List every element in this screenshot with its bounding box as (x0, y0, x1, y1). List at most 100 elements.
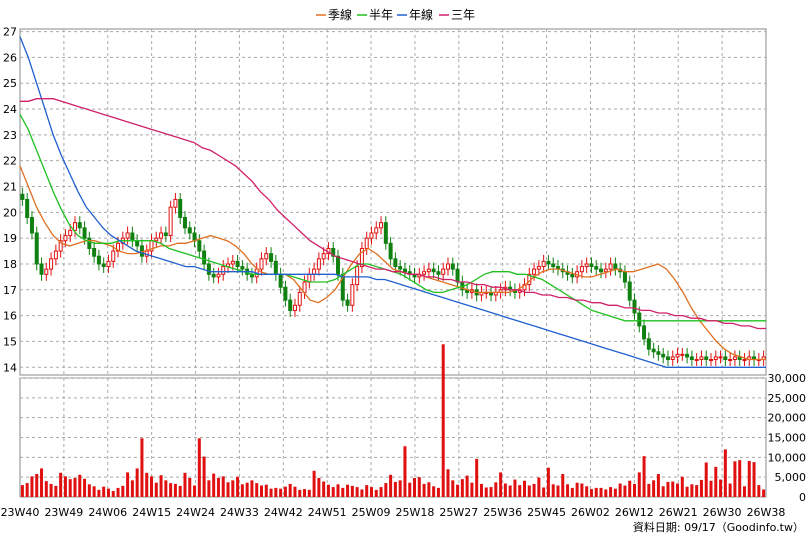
legend-label-4: 三年 (451, 8, 475, 22)
volume-bar (666, 481, 670, 497)
candle-body (235, 260, 240, 268)
candle-body (216, 273, 221, 278)
volume-tick-label: 15,000 (768, 432, 807, 445)
candle-body (316, 258, 321, 270)
volume-bar (102, 486, 106, 497)
candle-body (336, 255, 341, 275)
candle-body (431, 268, 436, 273)
candle-body (106, 260, 111, 268)
x-tick-label: 26W21 (659, 506, 698, 519)
volume-tick-label: 0 (799, 491, 806, 504)
candle-body (163, 232, 168, 237)
volume-bar (757, 485, 761, 497)
candle-body (665, 356, 670, 361)
candle-body (72, 222, 77, 231)
volume-bar (523, 480, 527, 497)
candle-body (670, 356, 675, 361)
candle-body (723, 356, 728, 361)
candle-body (269, 253, 274, 262)
volume-bar (35, 473, 39, 497)
candle-body (398, 266, 403, 270)
candle-body (101, 263, 106, 268)
candle-body (388, 242, 393, 260)
price-tick-label: 26 (3, 51, 17, 64)
volume-bar (384, 483, 388, 497)
volume-bar (446, 469, 450, 497)
volume-bar (413, 477, 417, 497)
volume-bar (212, 473, 216, 497)
candle-body (355, 266, 360, 286)
x-tick-label: 24W15 (132, 506, 171, 519)
candle-body (694, 359, 699, 362)
candle-body (345, 299, 350, 306)
volume-bar (738, 460, 742, 497)
volume-bar (92, 486, 96, 497)
volume-bar (762, 489, 766, 497)
volume-bar (360, 489, 364, 497)
volume-bar (589, 489, 593, 497)
volume-bar (389, 474, 393, 497)
volume-tick-label: 10,000 (768, 451, 807, 464)
volume-bar (25, 483, 29, 497)
volume-bar (164, 480, 168, 497)
candle-body (182, 216, 187, 229)
candle-body (111, 250, 116, 262)
volume-bar (680, 476, 684, 497)
volume-bar (54, 485, 58, 497)
candle-body (77, 222, 82, 229)
volume-bar (207, 480, 211, 497)
candle-body (680, 353, 685, 356)
candle-body (82, 227, 87, 239)
candle-body (159, 232, 164, 239)
volume-bar (752, 462, 756, 497)
candle-body (422, 271, 427, 275)
price-tick-label: 18 (3, 258, 17, 271)
candle-body (742, 359, 747, 362)
x-tick-label: 26W30 (703, 506, 742, 519)
volume-bar (676, 483, 680, 497)
volume-bar (159, 475, 163, 497)
volume-bar (566, 484, 570, 497)
candle-body (455, 268, 460, 283)
candle-body (661, 353, 666, 358)
candle-body (230, 260, 235, 265)
candle-body (173, 198, 178, 208)
candle-body (264, 253, 269, 260)
candle-body (321, 253, 326, 260)
candle-body (450, 263, 455, 270)
candle-body (651, 348, 656, 353)
candle-body (613, 263, 618, 270)
candle-body (732, 356, 737, 361)
candle-body (331, 247, 336, 257)
volume-bar (240, 484, 244, 497)
volume-bar (594, 487, 598, 497)
volume-tick-label: 30,000 (768, 372, 807, 385)
volume-bar (331, 487, 335, 497)
volume-bar (499, 472, 503, 497)
volume-bar (116, 487, 120, 497)
volume-bar (628, 480, 632, 497)
x-tick-label: 25W27 (439, 506, 478, 519)
candle-body (25, 198, 30, 218)
candle-body (579, 266, 584, 273)
volume-bar (618, 483, 622, 497)
volume-bar (709, 480, 713, 497)
candle-body (637, 312, 642, 327)
candle-body (445, 263, 450, 270)
volume-bar (135, 468, 139, 497)
volume-bar (293, 486, 297, 497)
volume-bar (106, 488, 110, 497)
legend-label-3: 年線 (409, 7, 433, 22)
volume-bar (312, 470, 316, 497)
volume-bar (97, 489, 101, 497)
volume-bar (661, 486, 665, 497)
price-tick-label: 16 (3, 310, 17, 323)
candle-body (551, 263, 556, 268)
candle-body (599, 268, 604, 273)
volume-bar (78, 474, 82, 497)
volume-bar (733, 461, 737, 497)
volume-bar (236, 476, 240, 497)
volume-bar (59, 472, 63, 497)
candle-body (20, 193, 25, 200)
